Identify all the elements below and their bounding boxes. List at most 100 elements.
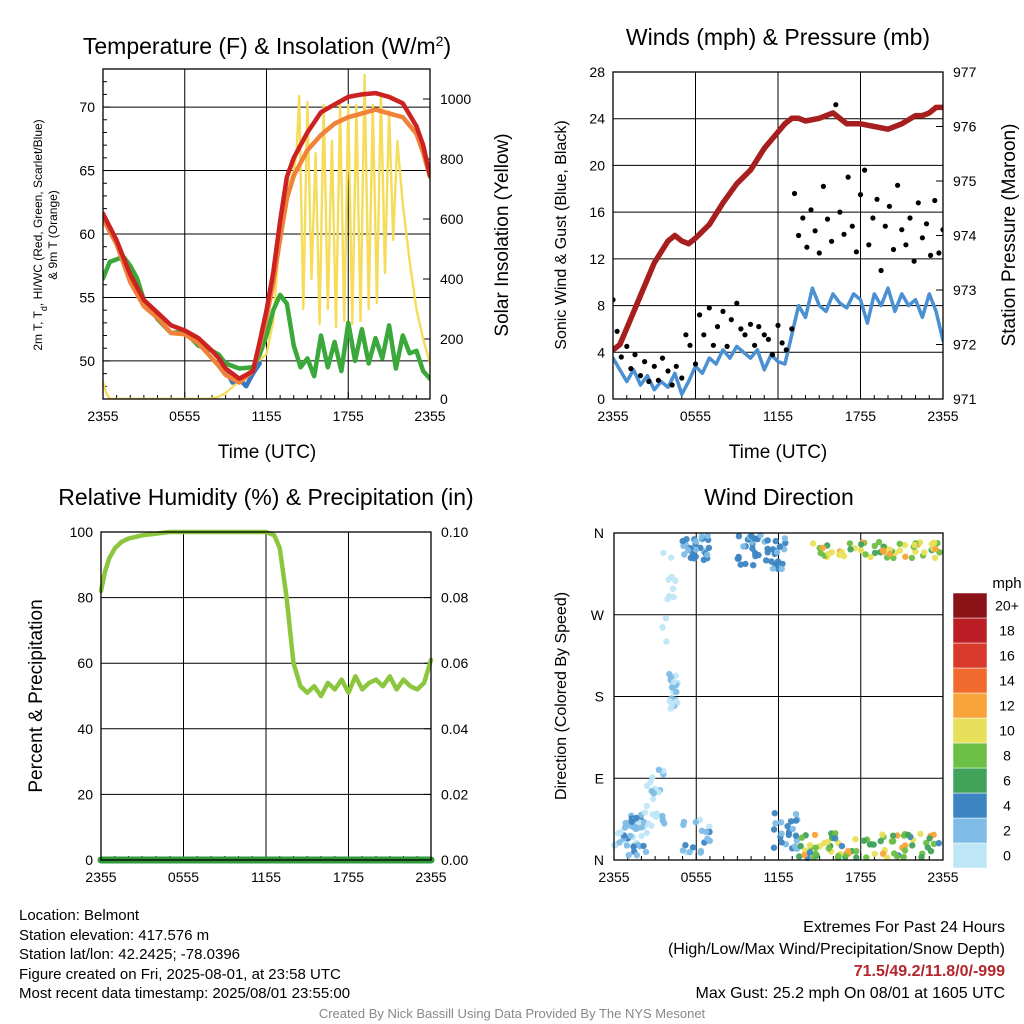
rh-y-tick-label: 80 (77, 590, 93, 606)
direction-point (838, 842, 846, 850)
legend-swatch (952, 692, 988, 719)
direction-point (901, 847, 909, 854)
direction-point (771, 810, 778, 817)
gust-point (687, 342, 693, 348)
direction-point (669, 585, 677, 592)
rh-y-tick-label: 20 (77, 786, 93, 802)
direction-y-tick-label: E (595, 770, 604, 786)
direction-point (689, 844, 697, 851)
station-info: Location: Belmont Station elevation: 417… (19, 906, 350, 1004)
legend-label: 6 (1003, 773, 1011, 789)
gust-point (911, 258, 917, 264)
wind-y-axis-label: Sonic Wind & Gust (Blue, Black) (553, 120, 570, 349)
direction-point (825, 845, 832, 852)
gust-point (618, 354, 624, 360)
legend-label: 4 (1003, 798, 1011, 814)
direction-point (650, 790, 657, 797)
direction-point (698, 827, 706, 834)
gust-point (683, 332, 689, 338)
direction-point (630, 843, 637, 850)
direction-point (926, 835, 933, 842)
station-elevation: Station elevation: 417.576 m (19, 926, 210, 944)
gust-point (824, 216, 831, 222)
temperature-series-group (103, 73, 430, 399)
direction-panel-title: Wind Direction (704, 484, 854, 510)
direction-y-tick-label: N (594, 525, 604, 541)
direction-point (655, 766, 663, 773)
direction-point (679, 537, 686, 545)
direction-point (627, 832, 634, 840)
direction-point (825, 550, 832, 558)
direction-point (649, 774, 656, 781)
direction-point (673, 698, 680, 705)
direction-point (879, 547, 886, 554)
direction-point (614, 830, 622, 837)
legend-label: 18 (999, 623, 1015, 639)
direction-point (931, 554, 939, 562)
direction-x-tick-label: 2355 (927, 869, 958, 885)
gust-point (862, 167, 868, 173)
direction-point (867, 553, 874, 561)
temperature-x-tick-label: 2355 (87, 408, 118, 424)
rh-y-axis-label: Percent & Precipitation (26, 599, 47, 792)
temperature-y-tick-label: 65 (79, 163, 95, 179)
direction-point (704, 551, 711, 558)
gust-point (646, 378, 652, 385)
direction-y-tick-label: W (591, 607, 605, 623)
direction-point (793, 837, 800, 844)
gust-point (789, 326, 795, 332)
speed-color-legend: mph 0 2 4 6 8 10 12 14 16 18 20+ (952, 575, 1022, 869)
direction-point (668, 702, 676, 710)
direction-point (735, 533, 743, 540)
direction-point (668, 554, 675, 561)
rh-y-tick-label: 40 (77, 721, 93, 737)
plot-frame (100, 531, 432, 861)
direction-point (640, 842, 647, 850)
precip-y-tick-label: 0.10 (441, 524, 468, 540)
insolation-y-tick-label: 0 (440, 391, 448, 407)
direction-point (641, 809, 649, 816)
pressure-y-tick-label: 973 (953, 282, 977, 298)
wind-y-tick-label: 16 (589, 204, 605, 220)
gust-point (692, 361, 699, 367)
wind-y-tick-label: 24 (589, 111, 605, 127)
gust-point (679, 375, 685, 381)
gust-point (907, 215, 913, 221)
gust-point (651, 363, 657, 369)
gust-point (697, 312, 703, 318)
direction-point (792, 811, 800, 818)
direction-point (685, 547, 692, 554)
temperature-y-tick-label: 70 (79, 99, 95, 115)
direction-point (801, 851, 808, 859)
gust-point (849, 223, 855, 229)
direction-point (871, 542, 878, 550)
direction-point (921, 549, 928, 556)
direction-point (877, 837, 884, 845)
wind-x-tick-label: 2355 (927, 408, 958, 424)
wind-y-tick-label: 4 (597, 344, 605, 360)
direction-point (924, 844, 931, 851)
direction-point (633, 852, 641, 859)
direction-point (740, 543, 747, 550)
wind-x-tick-label: 1155 (763, 408, 793, 424)
wind-x-tick-label: 1755 (845, 408, 876, 424)
direction-point (909, 842, 916, 849)
gust-point (800, 215, 806, 221)
plot-frame (613, 532, 944, 861)
wind-panel-title: Winds (mph) & Pressure (mb) (626, 24, 930, 50)
gust-point (642, 359, 648, 365)
gust-point (812, 228, 818, 234)
direction-point (770, 826, 778, 833)
direction-point (809, 540, 817, 547)
gust-point (624, 343, 630, 349)
direction-point (832, 835, 839, 842)
direction-point (778, 565, 785, 573)
direction-point (706, 823, 713, 830)
gust-point (783, 347, 789, 353)
gust-point (655, 377, 662, 383)
series-insolation (103, 73, 430, 399)
gust-point (637, 373, 644, 379)
gust-point (728, 317, 734, 323)
gust-point (932, 197, 938, 204)
